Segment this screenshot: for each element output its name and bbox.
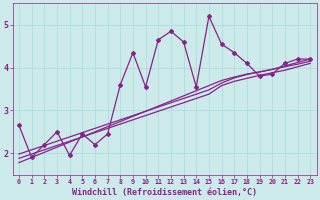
X-axis label: Windchill (Refroidissement éolien,°C): Windchill (Refroidissement éolien,°C) — [72, 188, 257, 197]
